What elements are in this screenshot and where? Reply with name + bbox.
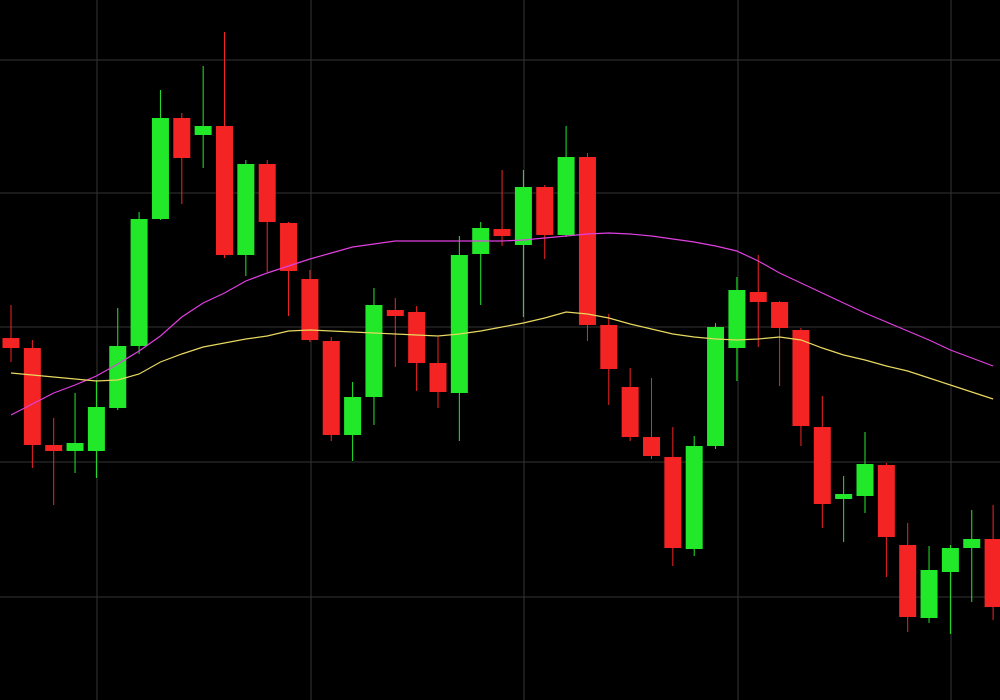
candle-body xyxy=(45,445,63,451)
candle-body xyxy=(386,310,404,316)
candle-body xyxy=(984,539,1000,607)
moving-average-line xyxy=(10,232,994,416)
candle-body xyxy=(877,465,895,537)
candle-body xyxy=(643,437,660,456)
candle-body xyxy=(151,118,169,219)
candle-body xyxy=(856,464,874,496)
candle-body xyxy=(429,363,447,392)
candle-body xyxy=(749,292,767,302)
candle-body xyxy=(536,187,554,235)
candle-body xyxy=(707,327,725,446)
candle-body xyxy=(87,407,105,451)
candle-body xyxy=(301,279,319,340)
candle-body xyxy=(258,164,276,222)
candle-body xyxy=(899,545,917,617)
candle-body xyxy=(493,229,511,236)
candle-body xyxy=(23,348,41,445)
candle-body xyxy=(771,302,789,328)
candle-body xyxy=(792,330,810,426)
candle-body xyxy=(813,427,831,504)
candle-body xyxy=(578,157,596,325)
candle-body xyxy=(322,341,340,435)
candle-body xyxy=(557,157,575,235)
candle-body xyxy=(514,187,532,245)
candle-body xyxy=(621,387,639,437)
moving-average-line xyxy=(10,311,994,400)
candle-body xyxy=(216,126,233,255)
candle-body xyxy=(664,457,682,548)
candle-body xyxy=(130,219,148,346)
candle-body xyxy=(600,325,618,369)
candle-body xyxy=(450,255,468,393)
candle-body xyxy=(66,443,84,451)
candle-body xyxy=(920,570,938,618)
candle-body xyxy=(365,305,383,397)
candle-body xyxy=(728,290,746,348)
candle-body xyxy=(237,164,255,255)
candle-body xyxy=(173,118,191,158)
candle-body xyxy=(194,126,212,135)
candle-body xyxy=(941,548,959,572)
candle-body xyxy=(685,446,703,549)
candle-body xyxy=(2,338,20,348)
candle-body xyxy=(835,494,853,499)
candle-body xyxy=(963,539,981,548)
candle-body xyxy=(280,223,298,271)
candle-body xyxy=(408,312,426,363)
candle-body xyxy=(344,397,362,435)
candle-body xyxy=(109,346,127,408)
